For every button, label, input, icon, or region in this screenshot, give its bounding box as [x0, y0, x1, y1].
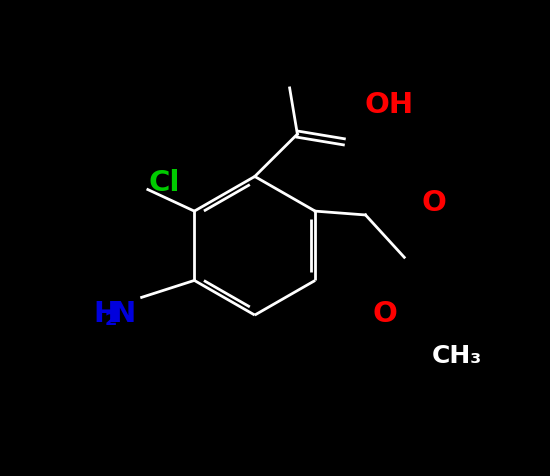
Text: Cl: Cl [148, 169, 180, 197]
Text: CH₃: CH₃ [431, 344, 482, 368]
Text: OH: OH [365, 91, 414, 119]
Text: N: N [111, 299, 136, 327]
Text: O: O [372, 299, 398, 327]
Text: H: H [94, 299, 118, 327]
Text: 2: 2 [104, 311, 117, 329]
Text: O: O [421, 189, 446, 218]
